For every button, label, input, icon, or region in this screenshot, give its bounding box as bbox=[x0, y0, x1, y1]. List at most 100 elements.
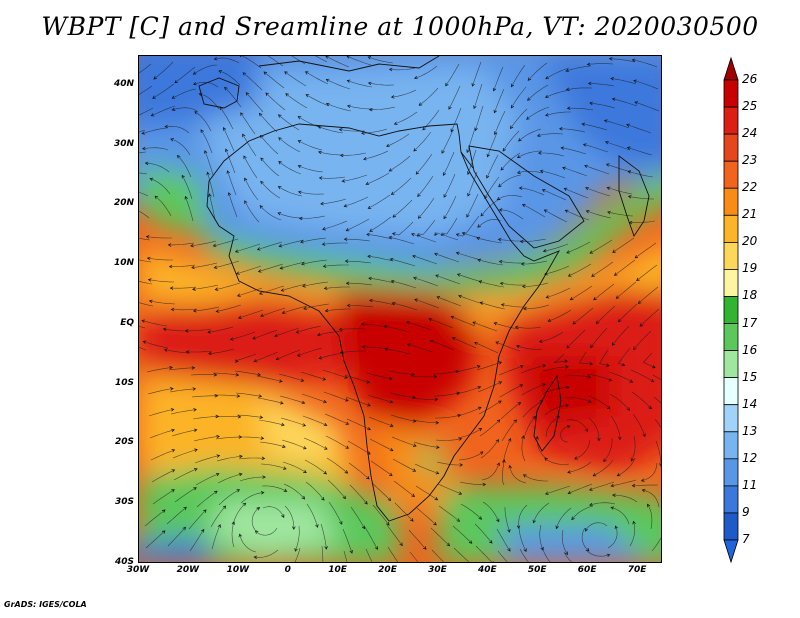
streamline-arrow bbox=[185, 350, 190, 354]
streamline bbox=[235, 392, 262, 397]
streamline-arrow bbox=[239, 454, 243, 459]
streamline bbox=[564, 188, 589, 199]
streamline-arrow bbox=[280, 288, 285, 292]
streamline bbox=[283, 483, 305, 500]
streamline bbox=[612, 98, 638, 107]
streamline bbox=[144, 509, 166, 527]
streamline bbox=[153, 61, 174, 80]
streamline bbox=[259, 285, 285, 295]
streamline-arrow bbox=[558, 126, 563, 131]
streamline bbox=[152, 489, 175, 505]
streamline-arrow bbox=[493, 322, 498, 326]
streamline bbox=[298, 140, 323, 151]
streamline bbox=[418, 197, 435, 219]
streamline-arrow bbox=[563, 187, 568, 192]
streamline bbox=[149, 300, 176, 305]
streamline-arrow bbox=[629, 379, 634, 383]
streamline bbox=[281, 439, 307, 449]
colorbar-bottom-arrow bbox=[723, 539, 739, 564]
colorbar-segment bbox=[723, 187, 739, 216]
streamline-arrow bbox=[611, 97, 616, 102]
streamline-arrow bbox=[171, 95, 176, 99]
streamline bbox=[163, 328, 189, 332]
streamline bbox=[589, 502, 616, 506]
streamline bbox=[168, 242, 195, 246]
streamline-arrow bbox=[301, 262, 305, 266]
streamline bbox=[487, 132, 498, 157]
streamline bbox=[172, 449, 198, 459]
streamline bbox=[410, 375, 437, 378]
streamline-arrow bbox=[323, 422, 328, 427]
streamline bbox=[218, 70, 241, 86]
streamline-arrow bbox=[303, 446, 307, 450]
streamline-arrow bbox=[565, 87, 570, 92]
streamline bbox=[368, 56, 394, 64]
streamline bbox=[566, 419, 588, 432]
streamline bbox=[434, 253, 460, 263]
streamline-arrow bbox=[237, 315, 242, 319]
streamline-arrow bbox=[300, 239, 304, 244]
streamline bbox=[325, 56, 350, 68]
streamline-arrow bbox=[318, 356, 323, 360]
streamline-arrow bbox=[277, 114, 282, 118]
streamline bbox=[510, 108, 528, 129]
streamline-arrow bbox=[360, 322, 365, 326]
streamline bbox=[172, 88, 197, 99]
streamline bbox=[139, 172, 148, 175]
streamline-arrow bbox=[626, 146, 631, 150]
streamline-arrow bbox=[280, 401, 284, 405]
streamline bbox=[479, 419, 501, 437]
streamline bbox=[366, 234, 393, 240]
streamline-arrow bbox=[147, 278, 152, 282]
lon-tick-label: 20E bbox=[378, 565, 397, 575]
streamline-arrow bbox=[498, 259, 503, 264]
streamline-arrow bbox=[217, 524, 221, 528]
streamline bbox=[216, 455, 243, 462]
streamline bbox=[626, 124, 652, 134]
streamline bbox=[326, 103, 352, 112]
streamline-arrow bbox=[191, 265, 195, 270]
streamline bbox=[568, 263, 592, 277]
streamline bbox=[325, 308, 351, 312]
streamline bbox=[200, 129, 213, 154]
streamline bbox=[239, 534, 257, 553]
streamline bbox=[443, 151, 455, 176]
streamline-arrow bbox=[258, 291, 263, 295]
streamline bbox=[475, 545, 493, 562]
streamline-arrow bbox=[321, 497, 325, 501]
streamline-arrow bbox=[346, 56, 351, 59]
streamline-arrow bbox=[593, 296, 597, 301]
streamline-arrow bbox=[478, 280, 483, 284]
colorbar-segment bbox=[723, 296, 739, 325]
streamline-arrow bbox=[181, 174, 185, 179]
streamline bbox=[414, 65, 438, 79]
streamline bbox=[139, 107, 154, 116]
streamline bbox=[539, 524, 544, 551]
streamline bbox=[174, 487, 197, 503]
streamline bbox=[502, 130, 520, 152]
streamline bbox=[139, 238, 151, 241]
streamline bbox=[586, 373, 612, 381]
streamline-arrow bbox=[442, 172, 446, 176]
streamline-arrow bbox=[564, 359, 568, 363]
streamline bbox=[238, 457, 265, 460]
streamline-arrow bbox=[368, 107, 373, 112]
streamline bbox=[406, 321, 432, 331]
streamline bbox=[435, 438, 462, 441]
streamline bbox=[459, 481, 486, 485]
streamline-arrow bbox=[516, 525, 521, 529]
streamline bbox=[638, 286, 659, 304]
streamline-arrow bbox=[606, 553, 611, 558]
lat-tick-label: 40S bbox=[114, 557, 134, 567]
streamline-arrow bbox=[585, 527, 589, 532]
streamline bbox=[145, 162, 170, 173]
streamline bbox=[347, 80, 373, 88]
streamline bbox=[474, 523, 493, 544]
streamline-arrow bbox=[339, 521, 343, 525]
streamline bbox=[409, 551, 419, 562]
streamline bbox=[499, 209, 524, 220]
streamline-arrow bbox=[650, 379, 655, 383]
streamline bbox=[603, 438, 613, 462]
streamline bbox=[641, 462, 658, 482]
streamline-arrow bbox=[161, 509, 166, 513]
